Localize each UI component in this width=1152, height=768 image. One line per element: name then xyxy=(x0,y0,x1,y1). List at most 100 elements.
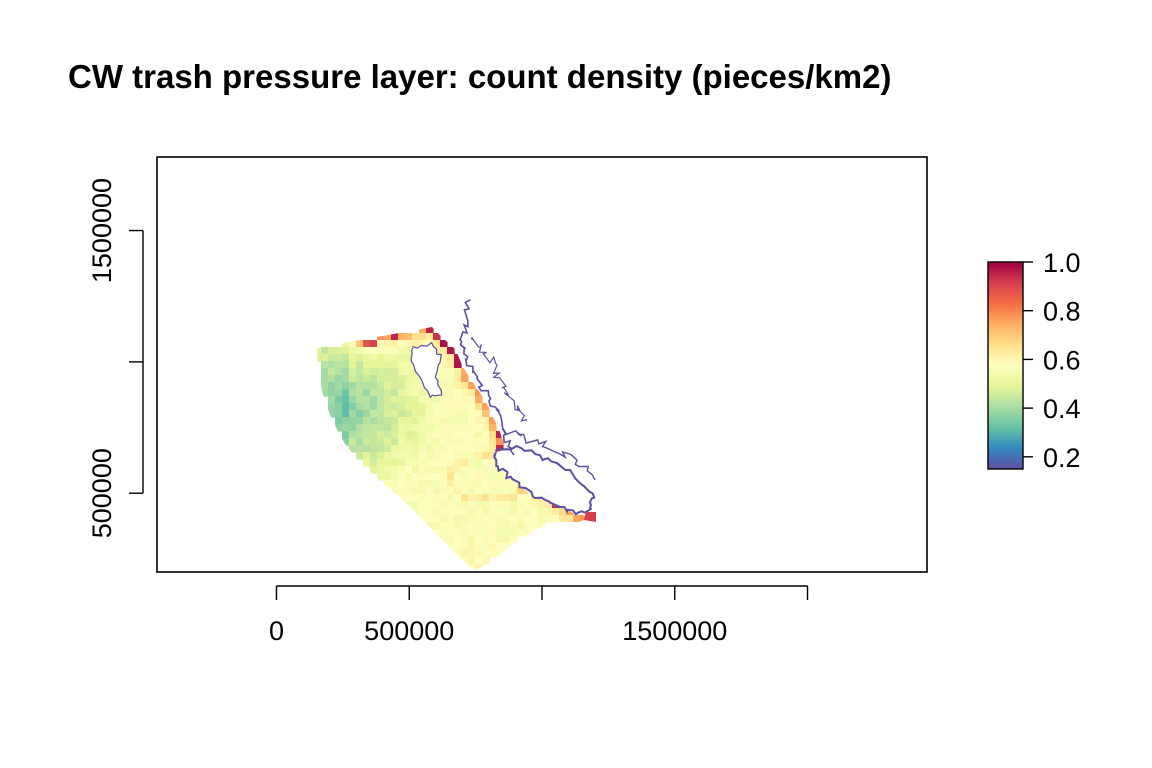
raster-cell xyxy=(370,417,378,425)
raster-cell xyxy=(363,403,371,411)
raster-cell xyxy=(503,536,511,544)
raster-cell xyxy=(419,480,427,488)
raster-cell xyxy=(391,403,399,411)
raster-cell xyxy=(489,550,497,558)
raster-cell xyxy=(468,382,476,390)
raster-cell xyxy=(447,438,455,446)
raster-cell xyxy=(426,480,434,488)
raster-cell xyxy=(370,361,378,369)
raster-cell xyxy=(461,431,469,439)
raster-cell xyxy=(454,403,462,411)
raster-cell xyxy=(419,403,427,411)
raster-cell xyxy=(391,431,399,439)
raster-cell xyxy=(454,473,462,481)
x-tick-label: 0 xyxy=(269,616,284,646)
raster-cell xyxy=(391,438,399,446)
raster-cell xyxy=(412,508,420,516)
raster-cell xyxy=(433,501,441,509)
raster-cell xyxy=(391,396,399,404)
raster-cell xyxy=(363,361,371,369)
raster-cell xyxy=(377,459,385,467)
raster-cell xyxy=(356,389,364,397)
plot-frame xyxy=(156,156,928,573)
raster-cell xyxy=(398,382,406,390)
raster-cell xyxy=(412,340,420,348)
raster-cell xyxy=(468,487,476,495)
raster-cell xyxy=(510,515,518,523)
raster-cell xyxy=(503,487,511,495)
raster-cell xyxy=(440,340,448,348)
raster-cell xyxy=(489,487,497,495)
raster-cell xyxy=(447,536,455,544)
raster-cell xyxy=(398,487,406,495)
raster-cell xyxy=(503,501,511,509)
raster-cell xyxy=(426,522,434,530)
raster-cell xyxy=(426,445,434,453)
raster-cell xyxy=(356,403,364,411)
raster-cell xyxy=(482,536,490,544)
raster-cell xyxy=(377,466,385,474)
raster-cell xyxy=(482,424,490,432)
raster-cell xyxy=(475,403,483,411)
raster-cell xyxy=(398,445,406,453)
raster-cell xyxy=(377,333,385,341)
raster-cell xyxy=(391,417,399,425)
raster-cell xyxy=(461,487,469,495)
raster-cell xyxy=(356,361,364,369)
raster-cell xyxy=(454,522,462,530)
raster-cell xyxy=(454,543,462,551)
raster-cell xyxy=(475,480,483,488)
raster-cell xyxy=(440,494,448,502)
raster-cell xyxy=(538,522,546,530)
map-layer xyxy=(317,299,596,570)
raster-cell xyxy=(461,522,469,530)
raster-cell xyxy=(489,466,497,474)
raster-cell xyxy=(426,327,434,334)
raster-cell xyxy=(419,445,427,453)
raster-cell xyxy=(391,452,399,460)
raster-cell xyxy=(342,403,350,411)
raster-cell xyxy=(328,368,336,376)
raster-cell xyxy=(447,480,455,488)
raster-cell xyxy=(468,473,476,481)
raster-cell xyxy=(510,536,518,544)
legend-colorbar xyxy=(987,261,1024,470)
raster-cell xyxy=(447,452,455,460)
legend-tick-label: 0.4 xyxy=(1043,394,1081,424)
raster-cell xyxy=(328,375,336,383)
raster-cell xyxy=(475,501,483,509)
raster-cell xyxy=(426,431,434,439)
raster-cell xyxy=(405,368,413,376)
raster-cell xyxy=(440,536,448,544)
raster-cell xyxy=(363,368,371,376)
raster-cell xyxy=(447,459,455,467)
legend-ticks: 0.2 0.4 0.6 0.8 1.0 xyxy=(1023,248,1081,473)
raster-cell xyxy=(440,445,448,453)
raster-cell xyxy=(461,466,469,474)
raster-cell xyxy=(503,543,511,551)
raster-cell xyxy=(454,536,462,544)
raster-cell xyxy=(370,368,378,376)
raster-cell xyxy=(384,438,392,446)
raster-cell xyxy=(475,473,483,481)
raster-cell xyxy=(475,508,483,516)
raster-cell xyxy=(384,361,392,369)
raster-cell xyxy=(342,361,350,369)
raster-cell xyxy=(510,522,518,530)
legend-tick-label: 0.6 xyxy=(1043,345,1081,375)
raster-cell xyxy=(454,396,462,404)
raster-cell xyxy=(426,466,434,474)
raster-cell xyxy=(433,515,441,523)
raster-cell xyxy=(496,550,504,558)
raster-cell xyxy=(496,508,504,516)
raster-cell xyxy=(384,452,392,460)
raster-cell xyxy=(433,438,441,446)
raster-cell xyxy=(461,515,469,523)
raster-cell xyxy=(461,452,469,460)
raster-cell xyxy=(468,403,476,411)
raster-cell xyxy=(398,333,406,341)
raster-cell xyxy=(398,466,406,474)
raster-cell xyxy=(440,522,448,530)
raster-cell xyxy=(405,333,413,341)
raster-cell xyxy=(482,543,490,551)
